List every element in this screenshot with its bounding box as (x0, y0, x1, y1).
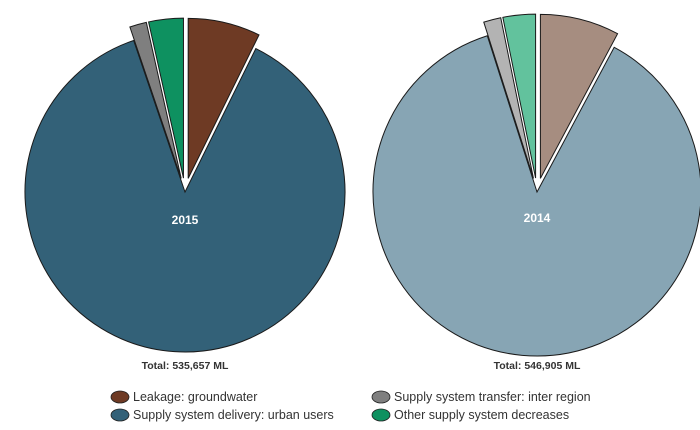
pie-slice-2015-delivery (24, 39, 346, 353)
pie-slice-2014-delivery (372, 35, 700, 357)
legend-swatch-transfer (371, 390, 391, 404)
legend-swatch-other (371, 408, 391, 422)
legend-label-transfer: Supply system transfer: inter region (394, 390, 591, 404)
pies-layer (24, 13, 700, 357)
legend-swatch-leakage (110, 390, 130, 404)
pie-slice-2014-leakage (539, 13, 619, 179)
pie-slice-2015-other (147, 17, 184, 179)
pie-label-2015: 2015 (172, 213, 199, 227)
legend-item-leakage: Leakage: groundwater (110, 390, 257, 404)
pie-slice-2015-leakage (187, 17, 260, 179)
legend-swatch-delivery (110, 408, 130, 422)
pie-slice-2014-transfer (483, 17, 534, 179)
legend-item-other: Other supply system decreases (371, 408, 569, 422)
total-label-2015: Total: 535,657 ML (142, 360, 229, 372)
legend: Leakage: groundwater Supply system trans… (110, 390, 591, 422)
legend-label-leakage: Leakage: groundwater (133, 390, 257, 404)
total-label-2014: Total: 546,905 ML (494, 360, 581, 372)
legend-label-delivery: Supply system delivery: urban users (133, 408, 334, 422)
pie-label-2014: 2014 (524, 211, 551, 225)
legend-item-transfer: Supply system transfer: inter region (371, 390, 591, 404)
pie-slice-2015-transfer (129, 21, 182, 179)
legend-label-other: Other supply system decreases (394, 408, 569, 422)
legend-item-delivery: Supply system delivery: urban users (110, 408, 334, 422)
pie-slice-2014-other (502, 13, 537, 179)
